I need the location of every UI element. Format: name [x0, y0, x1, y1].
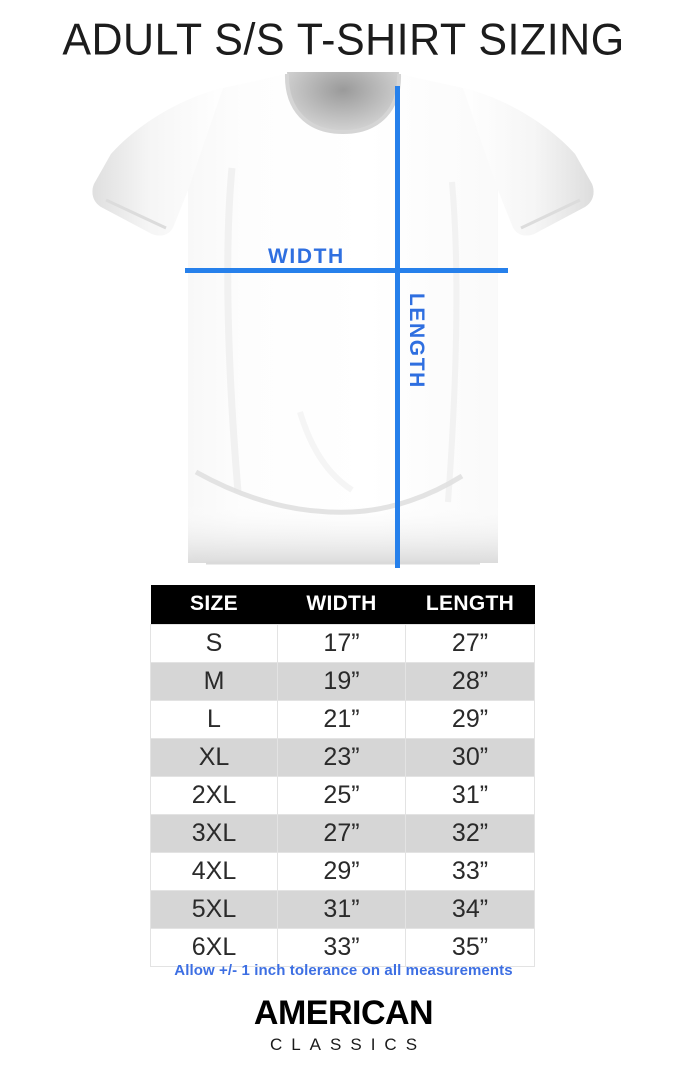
cell-size: S — [150, 624, 278, 663]
cell-size: XL — [150, 738, 278, 777]
table-row: 6XL 33” 35” — [150, 928, 535, 967]
cell-length: 28” — [405, 662, 535, 701]
brand-name-primary: AMERICAN — [253, 994, 434, 1032]
column-header-size: SIZE — [150, 585, 278, 625]
cell-width: 25” — [277, 776, 406, 815]
width-measure-label: WIDTH — [268, 245, 345, 268]
cell-length: 27” — [405, 624, 535, 663]
cell-length: 32” — [405, 814, 535, 853]
column-header-length: LENGTH — [405, 585, 535, 625]
column-header-width: WIDTH — [277, 585, 406, 625]
cell-length: 35” — [405, 928, 535, 967]
table-row: XL 23” 30” — [150, 738, 535, 777]
brand-name-secondary: CLASSICS — [269, 1035, 427, 1054]
cell-length: 30” — [405, 738, 535, 777]
cell-width: 27” — [277, 814, 406, 853]
table-row: 4XL 29” 33” — [150, 852, 535, 891]
cell-size: 5XL — [150, 890, 278, 929]
shirt-illustration: WIDTH LENGTH — [0, 72, 687, 577]
cell-width: 17” — [277, 624, 406, 663]
table-row: 2XL 25” 31” — [150, 776, 535, 815]
cell-size: 2XL — [150, 776, 278, 815]
cell-size: 4XL — [150, 852, 278, 891]
length-measure-label: LENGTH — [405, 293, 428, 389]
table-row: L 21” 29” — [150, 700, 535, 739]
cell-length: 34” — [405, 890, 535, 929]
cell-width: 21” — [277, 700, 406, 739]
table-body: S 17” 27” M 19” 28” L 21” 29” XL 23” 30”… — [150, 624, 535, 967]
cell-size: M — [150, 662, 278, 701]
table-row: 5XL 31” 34” — [150, 890, 535, 929]
cell-width: 31” — [277, 890, 406, 929]
tolerance-note: Allow +/- 1 inch tolerance on all measur… — [174, 962, 513, 979]
page-title: ADULT S/S T-SHIRT SIZING — [62, 15, 625, 65]
table-header-row: SIZE WIDTH LENGTH — [150, 585, 535, 625]
table-row: S 17” 27” — [150, 624, 535, 663]
cell-size: L — [150, 700, 278, 739]
size-chart-table: SIZE WIDTH LENGTH S 17” 27” M 19” 28” L … — [150, 585, 535, 967]
cell-size: 6XL — [150, 928, 278, 967]
cell-size: 3XL — [150, 814, 278, 853]
length-measure-line — [395, 86, 400, 568]
cell-width: 33” — [277, 928, 406, 967]
brand-logo: AMERICAN CLASSICS — [0, 996, 687, 1055]
cell-length: 33” — [405, 852, 535, 891]
cell-width: 19” — [277, 662, 406, 701]
cell-width: 23” — [277, 738, 406, 777]
cell-length: 31” — [405, 776, 535, 815]
width-measure-line — [185, 268, 508, 273]
table-row: 3XL 27” 32” — [150, 814, 535, 853]
table-row: M 19” 28” — [150, 662, 535, 701]
cell-width: 29” — [277, 852, 406, 891]
tshirt-graphic — [92, 72, 594, 565]
cell-length: 29” — [405, 700, 535, 739]
